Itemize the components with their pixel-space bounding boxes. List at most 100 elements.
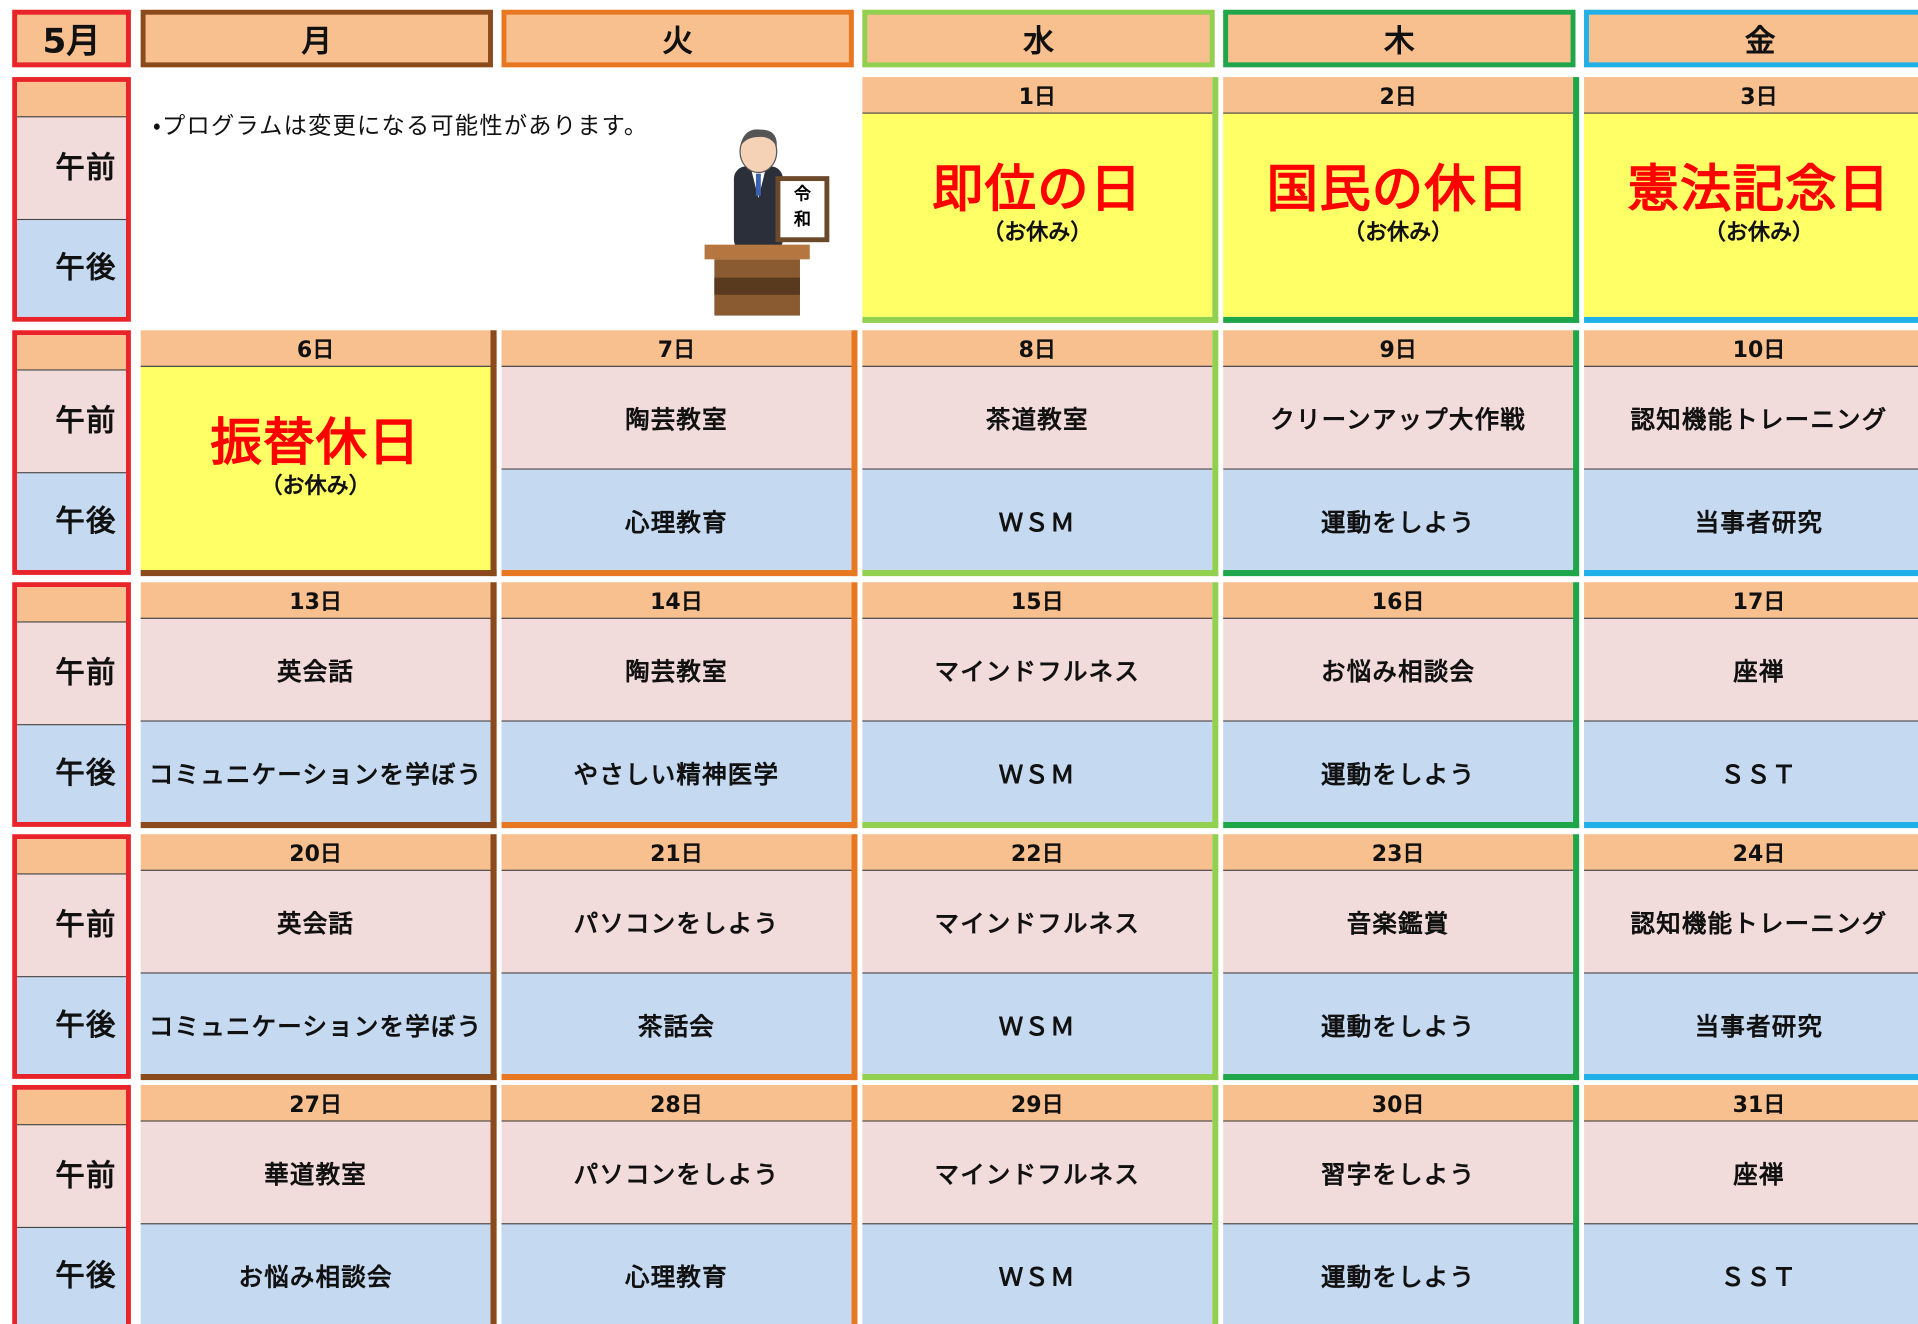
am-activity: 陶芸教室 bbox=[501, 618, 852, 722]
label-header bbox=[17, 587, 126, 623]
date-label: 23日 bbox=[1223, 834, 1574, 871]
date-label: 3日 bbox=[1584, 77, 1918, 114]
label-header bbox=[17, 81, 126, 118]
date-label: 21日 bbox=[501, 834, 852, 871]
date-label: 16日 bbox=[1223, 582, 1574, 619]
am-activity: 座禅 bbox=[1584, 1121, 1918, 1225]
sign bbox=[775, 176, 830, 243]
am-activity: 茶道教室 bbox=[862, 366, 1213, 470]
am-activity: 華道教室 bbox=[140, 1121, 491, 1225]
am-label: 午前 bbox=[55, 403, 117, 439]
pm-activity: 運動をしよう bbox=[1223, 973, 1574, 1074]
pm-label-cell: 午後 bbox=[17, 977, 126, 1074]
am-label-cell: 午前 bbox=[17, 874, 126, 978]
day-block: 15日 マインドフルネス ＷＳＭ bbox=[862, 582, 1219, 829]
day-block: 29日 マインドフルネス ＷＳＭ bbox=[862, 1084, 1219, 1324]
am-label: 午前 bbox=[55, 1158, 117, 1193]
pm-activity: ＷＳＭ bbox=[862, 1224, 1213, 1324]
day-block: 20日 英会話 コミュニケーションを学ぼう bbox=[140, 834, 497, 1081]
pm-activity: 運動をしよう bbox=[1223, 721, 1574, 822]
day-block: 3日 憲法記念日 （お休み） bbox=[1584, 77, 1918, 323]
am-activity: 音楽鑑賞 bbox=[1223, 870, 1574, 974]
date-label: 29日 bbox=[862, 1084, 1213, 1122]
pm-activity: 運動をしよう bbox=[1223, 1224, 1574, 1324]
day-block: 2日 国民の休日 （お休み） bbox=[1223, 77, 1580, 323]
pm-activity: 茶話会 bbox=[501, 973, 852, 1074]
weekday-header: 木 bbox=[1223, 9, 1576, 68]
date-label: 7日 bbox=[501, 330, 852, 367]
date-label: 31日 bbox=[1584, 1084, 1918, 1122]
pm-activity: 当事者研究 bbox=[1584, 973, 1918, 1074]
pm-label-cell: 午後 bbox=[17, 725, 126, 822]
am-activity: 英会話 bbox=[140, 870, 491, 974]
podium-top bbox=[704, 244, 810, 260]
day-block: 24日 認知機能トレーニング 当事者研究 bbox=[1584, 834, 1918, 1081]
label-header bbox=[17, 1089, 126, 1126]
day-block: 14日 陶芸教室 やさしい精神医学 bbox=[501, 582, 858, 829]
date-label: 13日 bbox=[140, 582, 491, 619]
day-block: 17日 座禅 ＳＳＴ bbox=[1584, 582, 1918, 829]
holiday-name: 即位の日 bbox=[932, 159, 1143, 219]
pm-activity: 心理教育 bbox=[501, 469, 852, 571]
pm-activity: 当事者研究 bbox=[1584, 469, 1918, 571]
am-activity: 英会話 bbox=[140, 618, 491, 722]
label-header bbox=[17, 839, 126, 875]
am-label: 午前 bbox=[55, 655, 117, 690]
day-block: 6日 振替休日 （お休み） bbox=[140, 330, 497, 577]
day-block: 10日 認知機能トレーニング 当事者研究 bbox=[1584, 330, 1918, 577]
am-activity: パソコンをしよう bbox=[501, 1121, 852, 1225]
date-label: 10日 bbox=[1584, 330, 1918, 367]
illustration: 令 和 bbox=[704, 129, 830, 316]
am-activity: マインドフルネス bbox=[862, 1121, 1213, 1225]
pm-activity: 運動をしよう bbox=[1223, 469, 1574, 571]
day-block: 31日 座禅 ＳＳＴ bbox=[1584, 1084, 1918, 1324]
holiday-name: 振替休日 bbox=[210, 412, 421, 473]
date-label: 27日 bbox=[140, 1084, 491, 1122]
pm-activity: コミュニケーションを学ぼう bbox=[140, 973, 491, 1074]
schedule-note: ・プログラムは変更になる可能性があります。 bbox=[152, 112, 649, 140]
period-label-block: 午前午後 bbox=[12, 834, 131, 1079]
suit bbox=[733, 166, 783, 252]
am-activity: 習字をしよう bbox=[1223, 1121, 1574, 1225]
day-block: 9日 クリーンアップ大作戦 運動をしよう bbox=[1223, 330, 1580, 577]
period-label-block: 午前 午後 bbox=[12, 582, 131, 827]
am-activity: パソコンをしよう bbox=[501, 870, 852, 974]
date-label: 30日 bbox=[1223, 1084, 1574, 1122]
weekday-header: 火 bbox=[501, 9, 854, 68]
day-block: 1日 即位の日 （お休み） bbox=[862, 77, 1219, 323]
period-label-block: 午前午後 bbox=[12, 1084, 131, 1324]
pm-activity: 心理教育 bbox=[501, 1224, 852, 1324]
weekday-header: 月 bbox=[140, 9, 493, 68]
day-block: 7日 陶芸教室 心理教育 bbox=[501, 330, 858, 577]
am-activity: 認知機能トレーニング bbox=[1584, 366, 1918, 470]
date-label: 8日 bbox=[862, 330, 1213, 367]
holiday-note: （お休み） bbox=[1343, 220, 1454, 246]
holiday-cell: 国民の休日 （お休み） bbox=[1223, 113, 1574, 317]
am-label-cell: 午前 bbox=[17, 622, 126, 726]
am-activity: マインドフルネス bbox=[862, 870, 1213, 974]
holiday-name: 憲法記念日 bbox=[1627, 159, 1891, 219]
day-block: 30日 習字をしよう 運動をしよう bbox=[1223, 1084, 1580, 1324]
pm-label-cell: 午後 bbox=[17, 220, 126, 317]
pm-activity: ＳＳＴ bbox=[1584, 721, 1918, 822]
date-label: 20日 bbox=[140, 834, 491, 871]
holiday-note: （お休み） bbox=[260, 473, 371, 500]
hair bbox=[740, 129, 777, 147]
am-activity: 座禅 bbox=[1584, 618, 1918, 722]
pm-activity: やさしい精神医学 bbox=[501, 721, 852, 822]
am-label: 午前 bbox=[55, 907, 117, 942]
pm-label: 午後 bbox=[55, 250, 117, 286]
pm-label-cell: 午後 bbox=[17, 1228, 126, 1324]
am-activity: クリーンアップ大作戦 bbox=[1223, 366, 1574, 470]
month-header: 5月 bbox=[12, 9, 131, 68]
am-label-cell: 午前 bbox=[17, 1125, 126, 1229]
day-block: 27日 華道教室 お悩み相談会 bbox=[140, 1084, 497, 1324]
weekday-header: 金 bbox=[1584, 9, 1918, 68]
pm-label: 午後 bbox=[55, 756, 117, 791]
pm-activity: ＳＳＴ bbox=[1584, 1224, 1918, 1324]
tie bbox=[755, 173, 761, 196]
day-block: 23日 音楽鑑賞 運動をしよう bbox=[1223, 834, 1580, 1081]
date-label: 17日 bbox=[1584, 582, 1918, 619]
pm-activity: ＷＳＭ bbox=[862, 973, 1213, 1074]
